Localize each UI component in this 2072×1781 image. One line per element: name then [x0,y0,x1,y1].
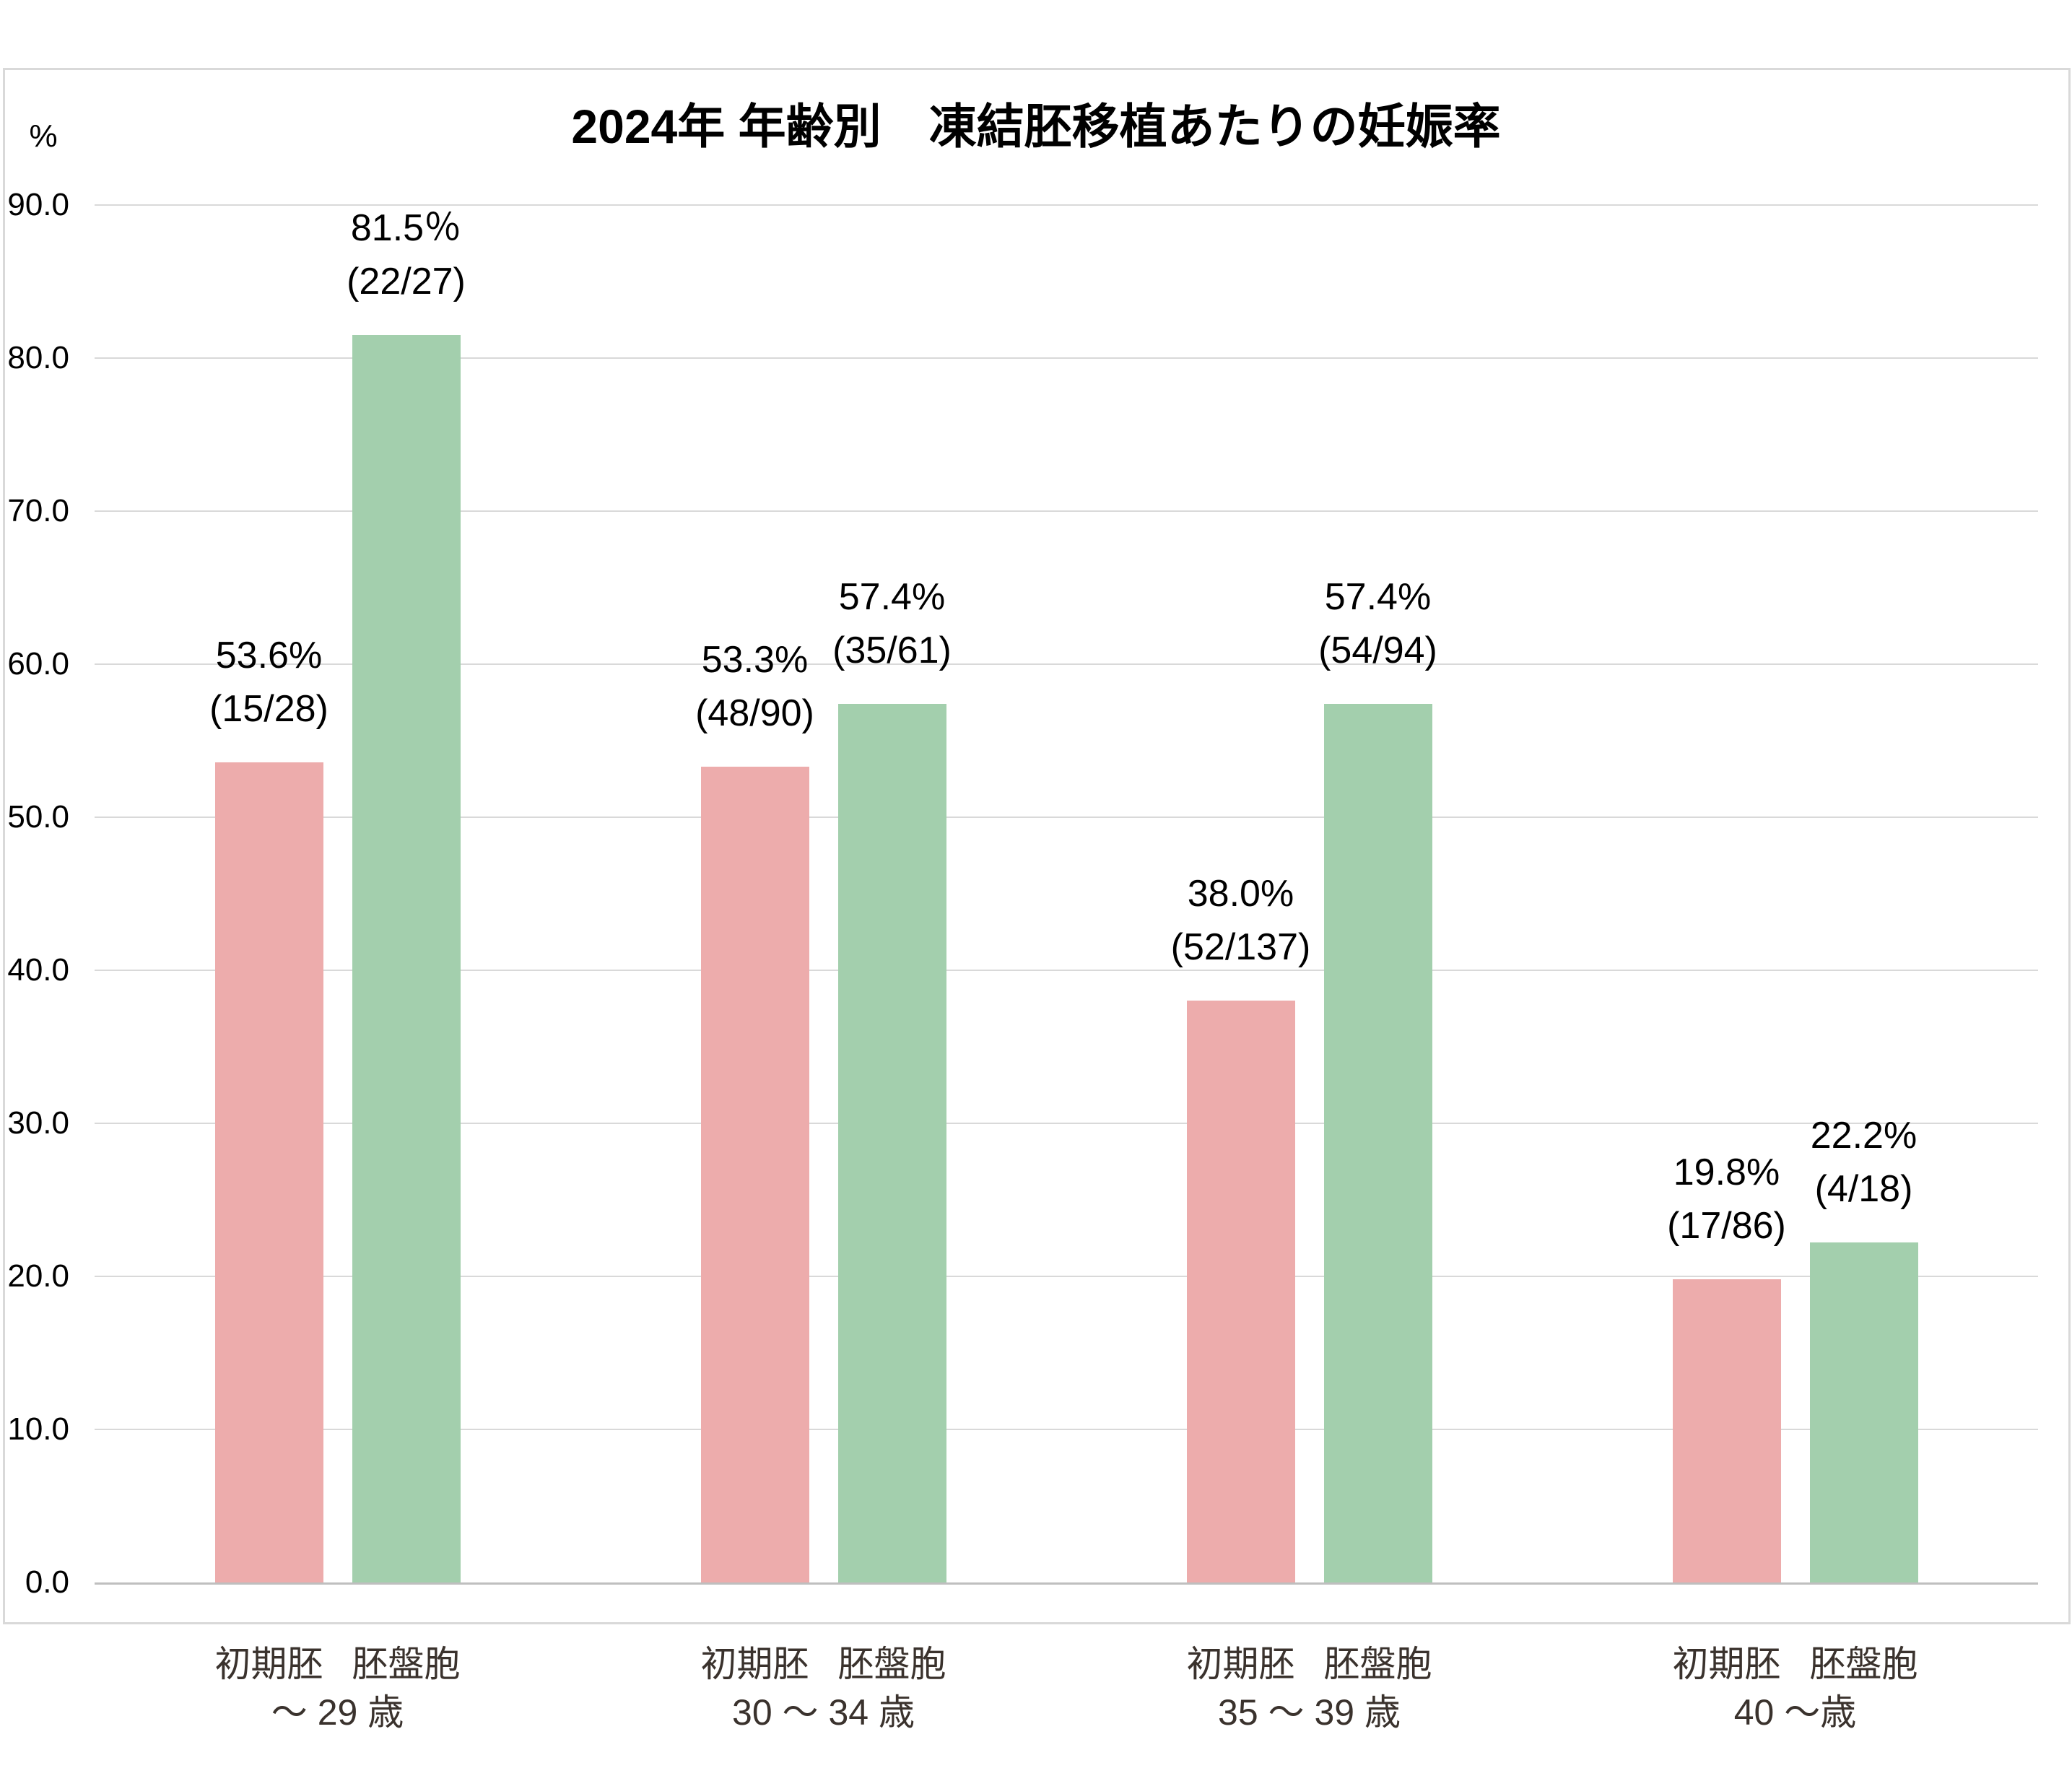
bar-early-embryo [1672,1279,1781,1582]
bar-value-label: 53.6% (15/28) [209,634,328,730]
gridline [95,1123,2038,1124]
y-axis-tick-label: 30.0 [7,1105,69,1141]
bar-value-label: 38.0% (52/137) [1170,873,1311,969]
gridline [95,663,2038,665]
x-axis-line [95,1582,2038,1585]
y-axis-tick-label: 90.0 [7,187,69,222]
y-axis-tick-label: 20.0 [7,1258,69,1294]
y-axis-tick-label: 40.0 [7,952,69,988]
bar-early-embryo [214,762,323,1582]
x-axis-category-label: ～ 29 歳 [271,1692,404,1733]
bar-value-label: 57.4% (54/94) [1318,576,1437,672]
y-axis-tick-label: 80.0 [7,340,69,375]
bar-value-label: 53.3% (48/90) [695,639,814,735]
bar-blastocyst [352,335,461,1582]
x-axis-series-label: 胚盤胞 [1809,1644,1918,1684]
y-axis-tick-label: 70.0 [7,493,69,528]
x-axis-series-label: 胚盤胞 [837,1644,946,1684]
bar-value-label: 19.8% (17/86) [1667,1151,1786,1247]
x-axis-category-label: 35 ～ 39 歳 [1218,1692,1401,1733]
x-axis-series-label: 初期胚 [700,1644,809,1684]
y-axis-tick-label: 0.0 [25,1564,69,1600]
gridline [95,510,2038,512]
x-axis-category-label: 40 ～歳 [1733,1692,1857,1733]
x-axis-series-label: 胚盤胞 [352,1644,461,1684]
gridline [95,357,2038,359]
y-axis-unit-label: % [29,118,58,154]
gridline [95,817,2038,818]
bar-value-label: 81.5％ (22/27) [347,207,466,303]
x-axis-series-label: 初期胚 [214,1644,323,1684]
gridline [95,1276,2038,1277]
bar-blastocyst [1323,704,1432,1582]
y-axis-tick-label: 10.0 [7,1411,69,1447]
chart-title: 2024年 年齢別 凍結胚移植あたりの妊娠率 [571,100,1501,153]
y-axis-tick-label: 50.0 [7,799,69,835]
bar-early-embryo [1186,1001,1295,1582]
x-axis-category-label: 30 ～ 34 歳 [732,1692,915,1733]
y-axis-tick-label: 60.0 [7,646,69,682]
x-axis-series-label: 初期胚 [1186,1644,1295,1684]
gridline [95,204,2038,206]
gridline [95,970,2038,971]
bar-value-label: 22.2% (4/18) [1810,1115,1918,1211]
bar-blastocyst [1809,1242,1918,1582]
gridline [95,1429,2038,1430]
x-axis-series-label: 初期胚 [1672,1644,1781,1684]
bar-blastocyst [837,704,946,1582]
bar-value-label: 57.4% (35/61) [832,576,952,672]
x-axis-series-label: 胚盤胞 [1323,1644,1432,1684]
bar-early-embryo [700,767,809,1582]
